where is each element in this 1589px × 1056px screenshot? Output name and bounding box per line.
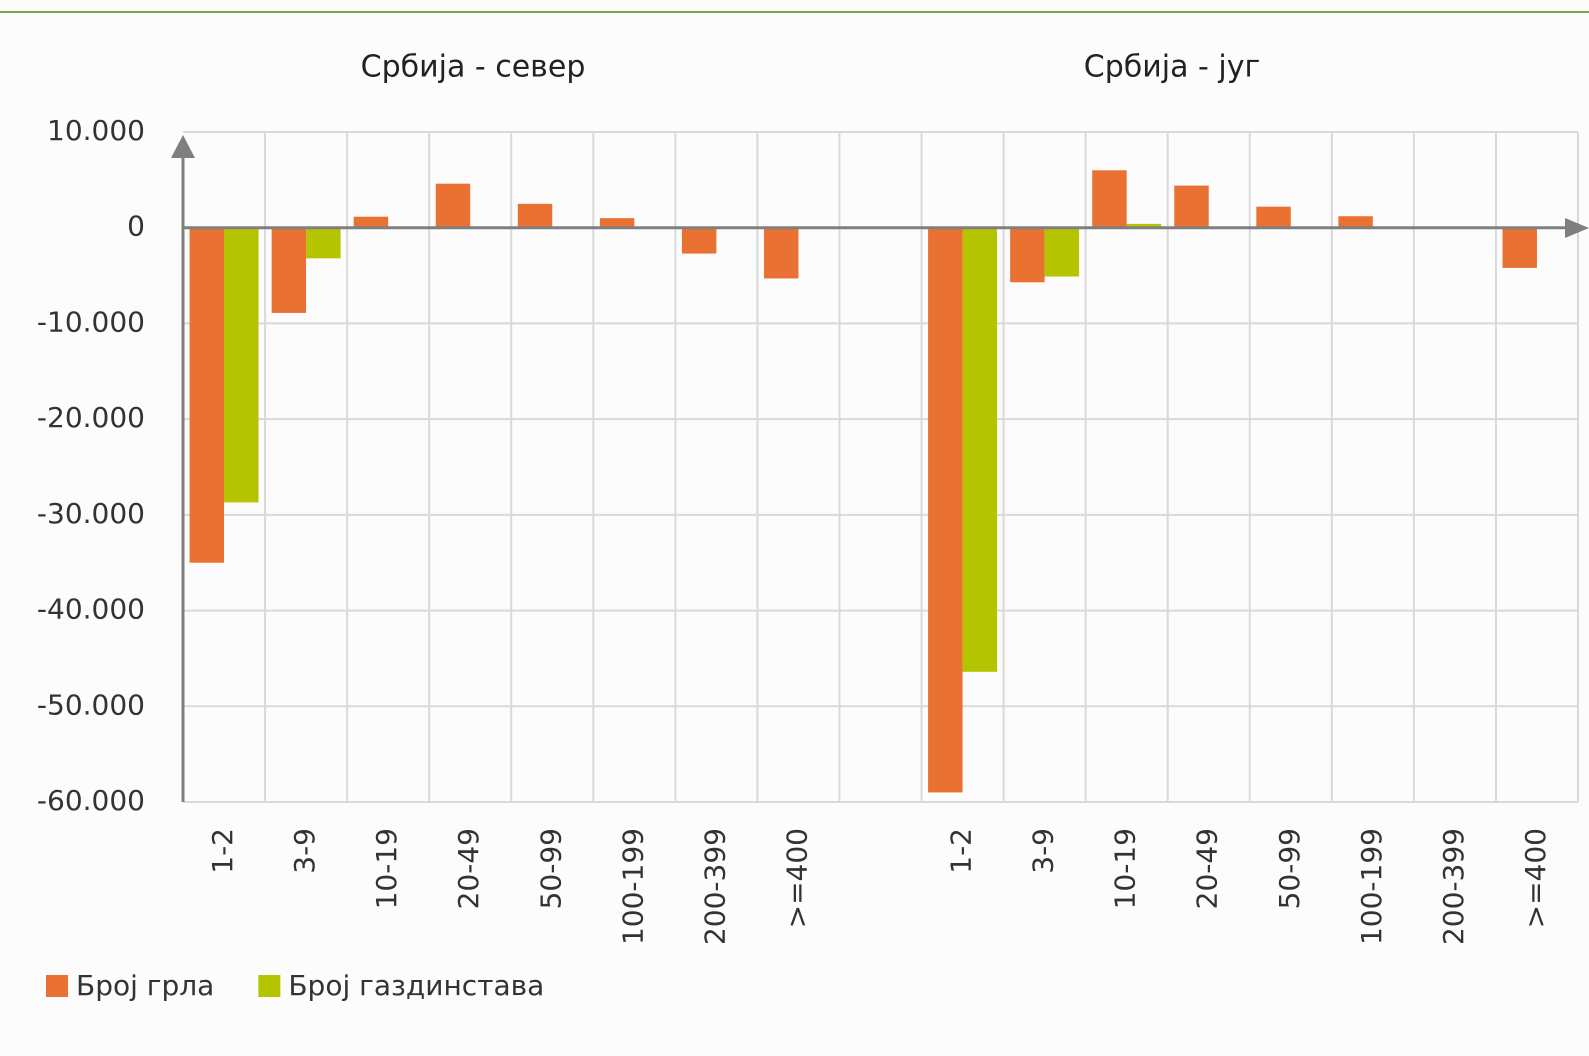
grid <box>183 131 1579 803</box>
x-tick-label: 50-99 <box>534 828 567 909</box>
x-arrow <box>1565 218 1589 238</box>
y-tick-label: -20.000 <box>37 401 145 434</box>
y-tick-label: -50.000 <box>37 688 145 721</box>
x-tick-label: >=400 <box>780 828 813 928</box>
y-tick-label: -40.000 <box>37 593 145 626</box>
bar <box>1092 170 1127 228</box>
bar <box>1126 223 1162 228</box>
y-tick-label: -30.000 <box>37 497 145 530</box>
bar <box>1502 227 1537 268</box>
bar <box>763 227 799 279</box>
legend-swatch <box>46 975 68 997</box>
bar <box>1174 185 1209 228</box>
x-tick-label: 100-199 <box>1355 828 1388 945</box>
x-tick-label: 200-399 <box>698 828 731 945</box>
x-tick-label: 1-2 <box>945 828 978 874</box>
bar <box>681 227 717 254</box>
x-tick-label: 50-99 <box>1273 828 1306 909</box>
bars <box>189 170 1537 793</box>
x-tick-label: 10-19 <box>1109 828 1142 909</box>
bar <box>353 216 389 228</box>
bar <box>599 218 635 228</box>
bar <box>271 227 307 313</box>
x-tick-label: 200-399 <box>1437 828 1470 945</box>
y-tick-label: -60.000 <box>37 784 145 817</box>
bar <box>1044 227 1080 277</box>
bar <box>928 227 963 793</box>
bar <box>435 183 471 228</box>
group-title: Србија - север <box>361 50 586 85</box>
x-tick-label: 20-49 <box>1191 828 1224 909</box>
group-title: Србија - југ <box>1084 50 1260 85</box>
y-tick-label: 0 <box>127 210 145 243</box>
y-tick-label: -10.000 <box>37 305 145 338</box>
y-arrow <box>171 135 195 158</box>
y-tick-label: 10.000 <box>47 114 145 147</box>
bar <box>1010 227 1045 283</box>
bar <box>189 227 225 563</box>
bar <box>1338 216 1373 228</box>
x-tick-label: 100-199 <box>616 828 649 945</box>
legend-label: Број грла <box>76 969 214 1002</box>
x-tick-label: 10-19 <box>370 828 403 909</box>
bar <box>962 227 998 672</box>
axes <box>171 135 1589 802</box>
x-tick-label: 3-9 <box>288 828 321 874</box>
legend-label: Број газдинстава <box>288 969 544 1002</box>
x-tick-label: 20-49 <box>452 828 485 909</box>
bar <box>517 203 553 228</box>
bar <box>224 227 259 503</box>
legend-swatch <box>258 975 281 997</box>
legend: Број грла Број газдинстава <box>46 969 544 1002</box>
x-tick-label: >=400 <box>1519 828 1552 928</box>
bar <box>1256 206 1291 228</box>
x-tick-label: 3-9 <box>1027 828 1060 874</box>
x-tick-label: 1-2 <box>206 828 239 874</box>
bar <box>306 227 341 259</box>
